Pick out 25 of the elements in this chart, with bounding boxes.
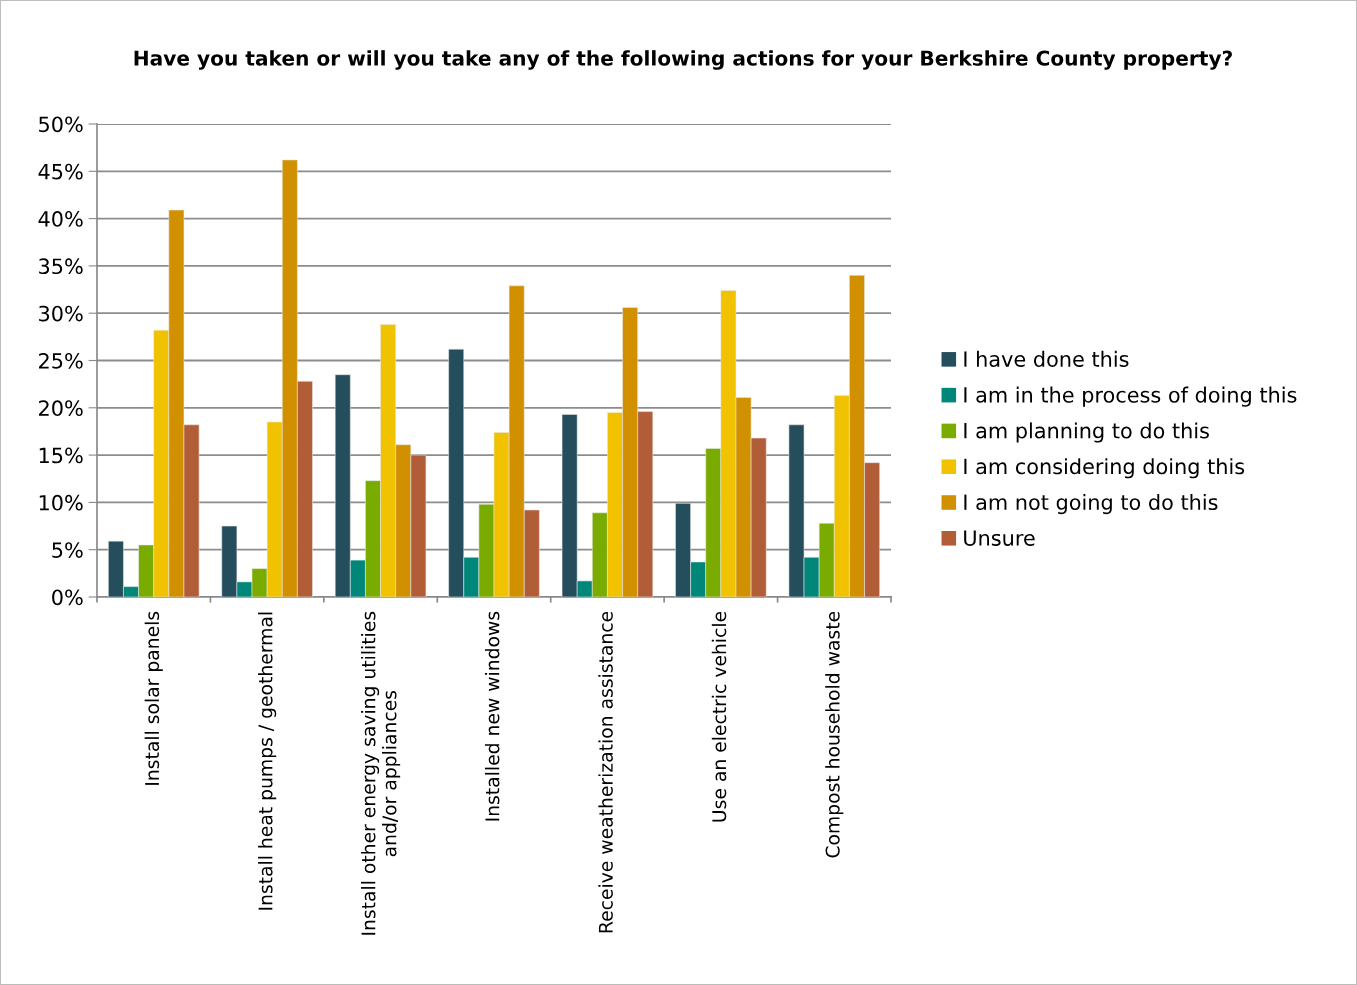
y-tick-label: 5% — [52, 542, 83, 558]
legend-label: I am planning to do this — [964, 422, 1209, 443]
x-tick-label: Receive weatherization assistance — [598, 611, 613, 933]
legend-label: I am in the process of doing this — [964, 386, 1297, 407]
y-tick-label: 35% — [39, 258, 83, 275]
x-tick-label: Compost household waste — [825, 611, 844, 858]
x-tick-label: Install solar panels — [144, 611, 163, 785]
y-tick-label: 30% — [39, 305, 83, 322]
y-tick-label: 15% — [39, 447, 83, 464]
x-tick-label: Use an electric vehicle — [711, 611, 727, 822]
y-tick-label: 25% — [39, 352, 83, 369]
y-tick-label: 45% — [38, 163, 83, 180]
chart-title: Have you taken or will you take any of the following actions for your Berkshire County property? — [134, 50, 1232, 70]
legend-label: I have done this — [964, 350, 1129, 367]
y-tick-label: 50% — [39, 116, 83, 133]
y-tick-label: 10% — [39, 494, 83, 511]
x-tick-label: Install heat pumps / geothermal — [258, 612, 277, 910]
legend-label: I am considering doing this — [964, 458, 1245, 479]
y-tick-label: 20% — [39, 400, 83, 417]
y-tick-label: 40% — [38, 211, 83, 227]
legend-label: Unsure — [964, 530, 1035, 546]
legend-label: I am not going to do this — [964, 493, 1218, 515]
y-tick-label: 0% — [52, 589, 83, 606]
x-tick-label: Install other energy saving utilities and/or appliances — [361, 611, 401, 935]
x-tick-label: Installed new windows — [484, 611, 500, 821]
